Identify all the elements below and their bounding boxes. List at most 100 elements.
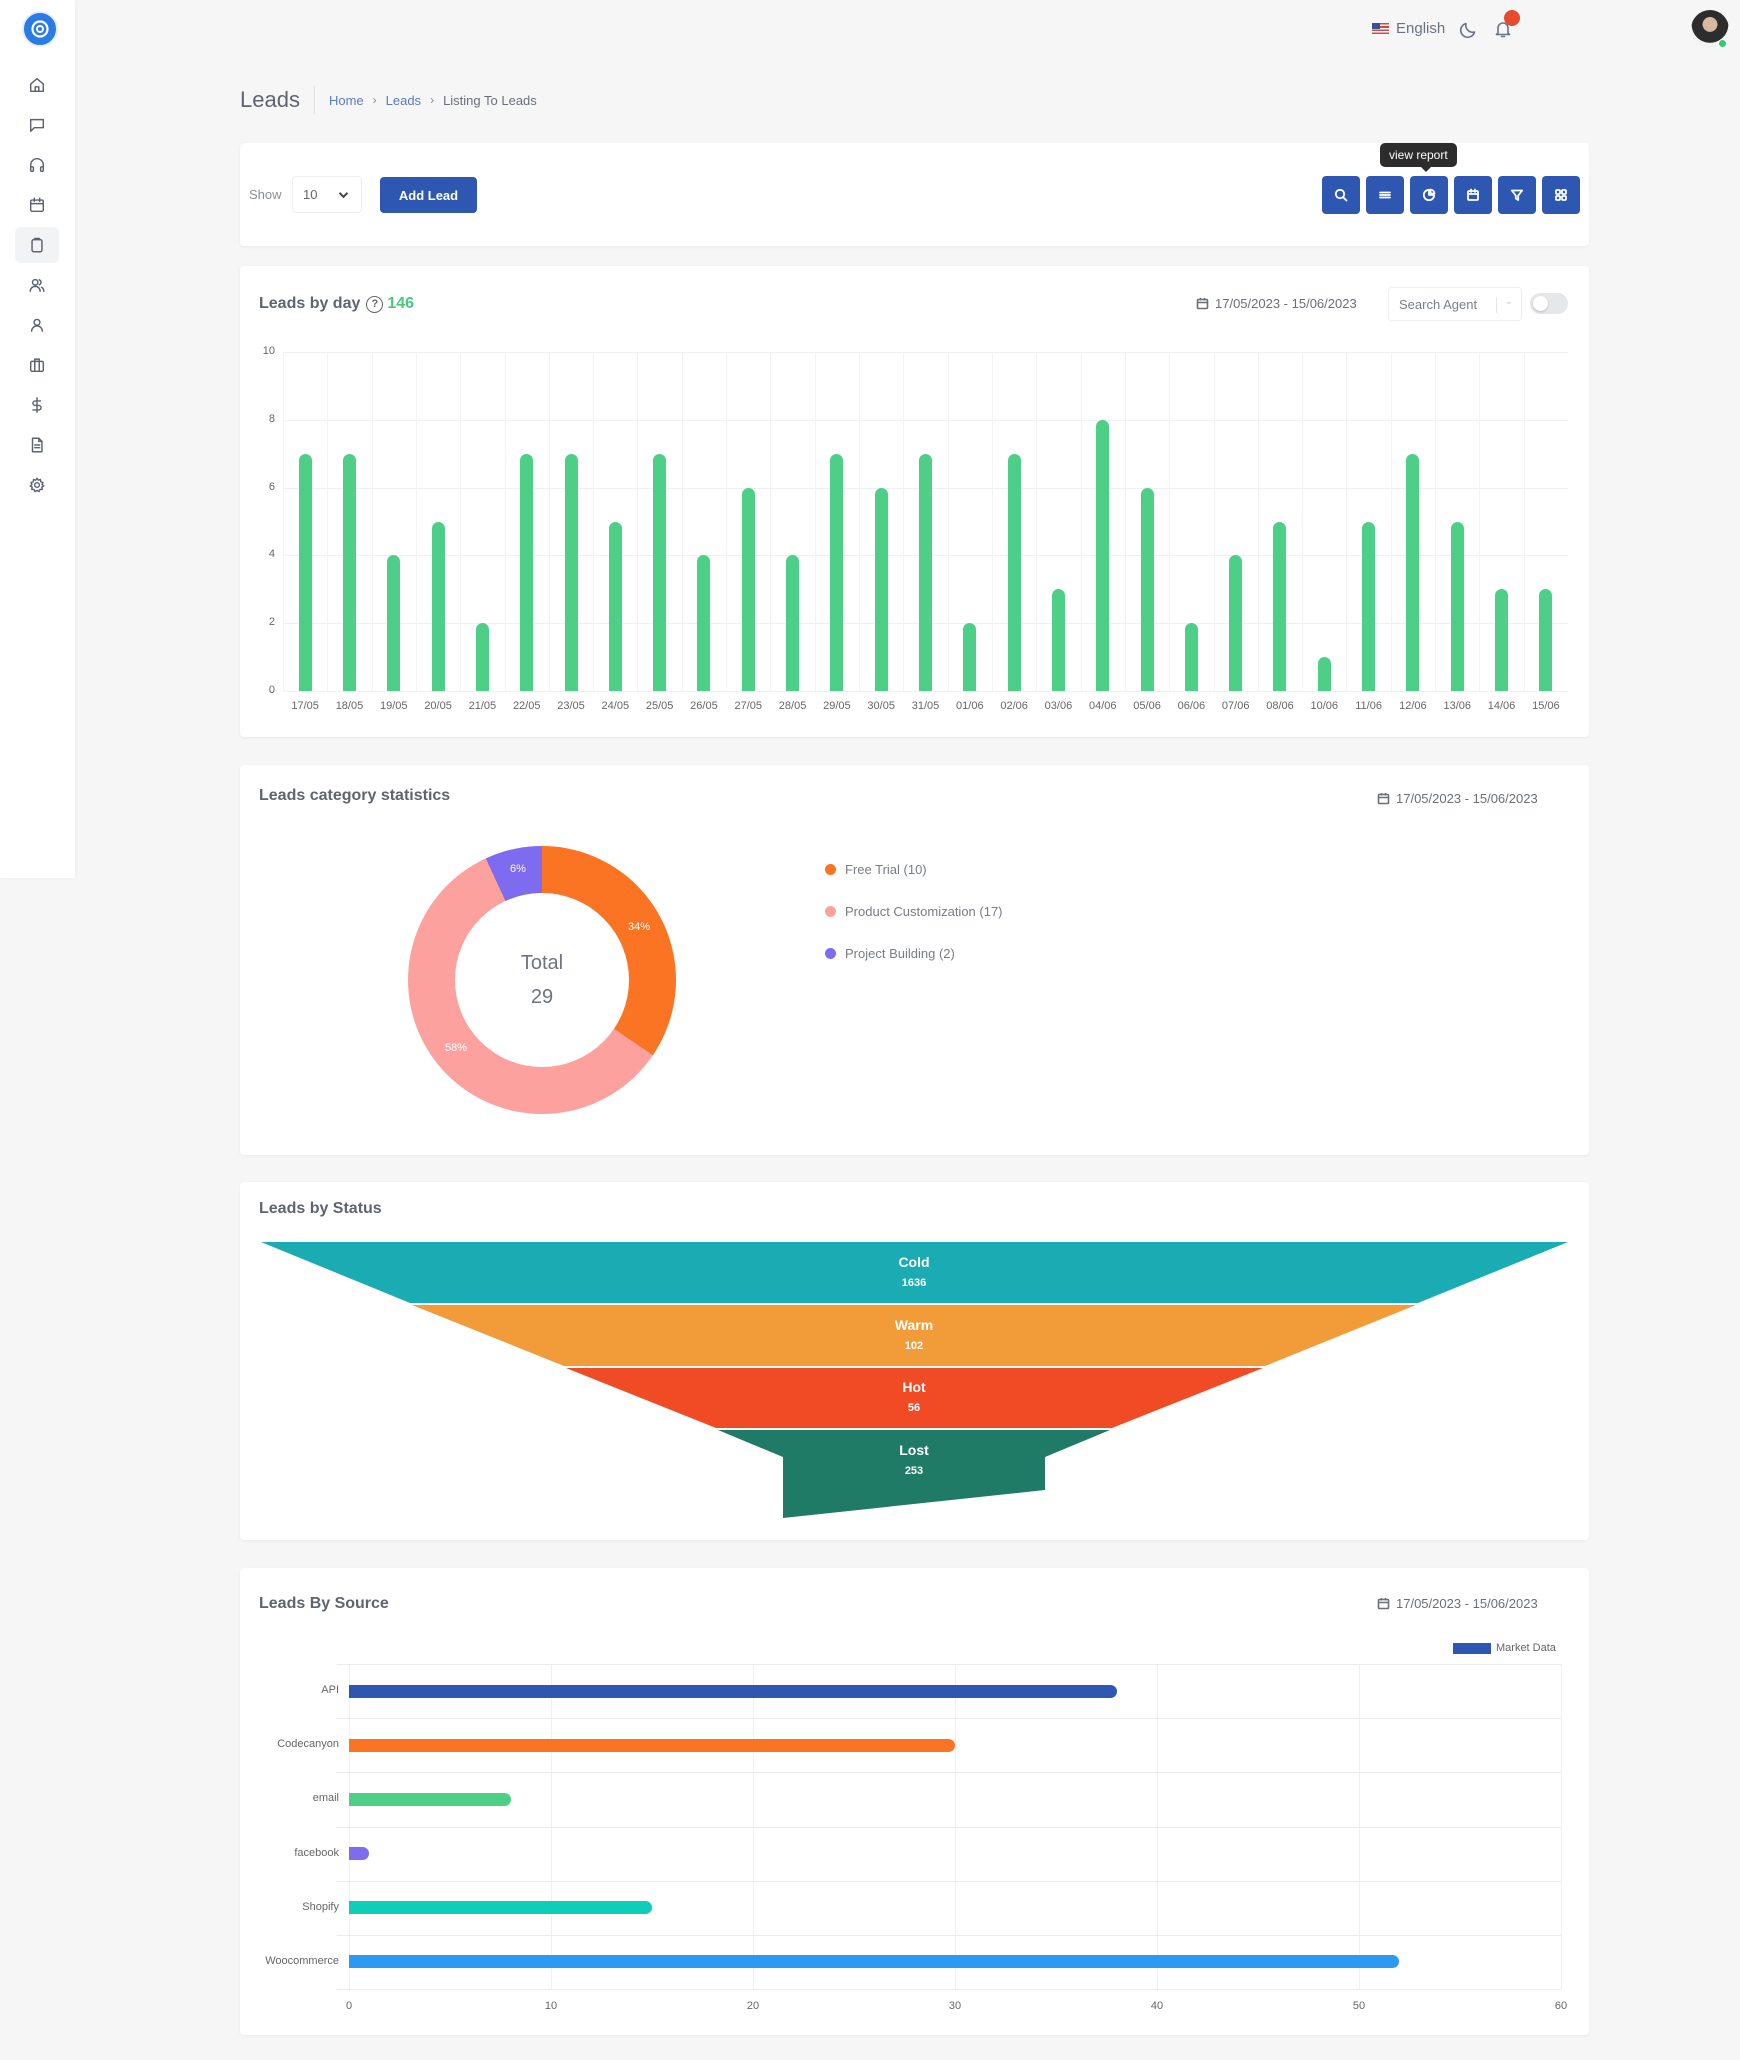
bar-18/05[interactable] [342, 453, 356, 691]
date-range-picker[interactable]: 17/05/2023 - 15/06/2023 [1377, 791, 1538, 806]
bar-20/05[interactable] [431, 521, 445, 691]
bar-06/06[interactable] [1184, 623, 1198, 691]
bar-23/05[interactable] [564, 453, 578, 691]
sidebar-item-projects[interactable] [15, 347, 59, 383]
bar-13/06[interactable] [1450, 521, 1464, 691]
bar-31/05[interactable] [919, 453, 932, 691]
funnel-stage-hot[interactable] [566, 1368, 1263, 1428]
bar-12/06[interactable] [1406, 453, 1420, 691]
bar-column [1036, 352, 1080, 691]
bar-11/06[interactable] [1362, 521, 1376, 691]
product-customization-percent: 58% [445, 1042, 468, 1054]
x-axis-tick: 11/06 [1355, 700, 1382, 712]
funnel-stage-warm[interactable] [412, 1305, 1416, 1366]
sidebar-item-documents[interactable] [15, 427, 59, 463]
bar-shopify[interactable] [349, 1901, 652, 1915]
agent-toggle[interactable] [1530, 293, 1568, 314]
sidebar-item-leads[interactable] [15, 227, 59, 263]
sidebar-item-profile[interactable] [15, 307, 59, 343]
calendar-view-button[interactable] [1454, 176, 1492, 214]
bar-api[interactable] [349, 1684, 1117, 1698]
sidebar [0, 0, 75, 878]
view-report-button[interactable] [1410, 176, 1448, 214]
sidebar-item-chat[interactable] [15, 107, 59, 143]
toolbar-card: Show 10 Add Lead [240, 143, 1589, 246]
x-axis-tick: 04/06 [1088, 700, 1117, 712]
x-axis-tick: 27/05 [734, 700, 763, 712]
funnel-label-lost: Lost 253 [899, 1442, 929, 1477]
bar-22/05[interactable] [520, 453, 534, 691]
x-axis-tick: 14/06 [1487, 700, 1516, 712]
grid-line [337, 1718, 1561, 1720]
sidebar-item-support[interactable] [15, 147, 59, 183]
bar-04/06[interactable] [1096, 419, 1110, 691]
bar-29/05[interactable] [830, 453, 844, 691]
bar-email[interactable] [349, 1792, 511, 1806]
date-range-picker[interactable]: 17/05/2023 - 15/06/2023 [1196, 296, 1357, 311]
bar-30/05[interactable] [874, 487, 888, 691]
x-axis-tick: 24/05 [601, 700, 630, 712]
bar-28/05[interactable] [786, 555, 800, 691]
moon-icon [1459, 22, 1476, 39]
funnel-stage-lost[interactable] [718, 1430, 1110, 1518]
bar-woocommerce[interactable] [349, 1955, 1400, 1969]
filter-button[interactable] [1498, 176, 1536, 214]
help-icon[interactable]: ? [366, 296, 384, 313]
search-button[interactable] [1322, 176, 1360, 214]
bar-17/05[interactable] [298, 453, 312, 691]
y-axis-label: API [321, 1684, 339, 1697]
bar-column [947, 352, 992, 691]
donut-total-value: 29 [530, 986, 554, 1008]
bar-25/05[interactable] [653, 453, 667, 691]
bar-21/05[interactable] [475, 623, 489, 691]
legend-item-free-trial[interactable]: Free Trial (10) [825, 862, 1003, 877]
y-axis-tick: 10 [262, 345, 275, 357]
bar-14/06[interactable] [1495, 589, 1509, 691]
bar-24/05[interactable] [608, 521, 622, 691]
funnel-label-warm: Warm 102 [894, 1317, 934, 1352]
bar-facebook[interactable] [349, 1847, 370, 1861]
add-lead-button[interactable]: Add Lead [380, 177, 477, 213]
bar-08/06[interactable] [1273, 521, 1287, 691]
list-view-button[interactable] [1366, 176, 1404, 214]
pie-chart-icon [1422, 188, 1436, 202]
bar-05/06[interactable] [1140, 487, 1154, 691]
legend-label: Project Building (2) [845, 946, 955, 961]
language-selector[interactable]: English [1372, 20, 1445, 37]
legend-item-project-building[interactable]: Project Building (2) [825, 946, 1003, 961]
search-agent-select[interactable]: Search Agent ⌄ [1388, 287, 1522, 321]
bar-column [1479, 352, 1523, 691]
date-range-picker[interactable]: 17/05/2023 - 15/06/2023 [1377, 1596, 1538, 1611]
bar-column [504, 352, 549, 691]
bar-27/05[interactable] [741, 487, 755, 691]
sidebar-item-calendar[interactable] [15, 187, 59, 223]
sidebar-item-home[interactable] [15, 67, 59, 103]
breadcrumb-leads[interactable]: Leads [385, 92, 422, 108]
leads-by-source-title: Leads By Source [259, 1595, 389, 1612]
bar-07/06[interactable] [1229, 555, 1243, 691]
bar-03/06[interactable] [1051, 589, 1065, 691]
dollar-icon [32, 397, 42, 413]
dark-mode-toggle[interactable] [1459, 19, 1479, 44]
chat-icon [29, 118, 45, 133]
sidebar-item-settings[interactable] [15, 467, 59, 503]
sidebar-item-finance[interactable] [15, 387, 59, 423]
bar-02/06[interactable] [1007, 453, 1021, 691]
sidebar-item-users[interactable] [15, 267, 59, 303]
x-axis-tick: 18/05 [335, 700, 364, 712]
page-size-select[interactable]: 10 [292, 176, 362, 213]
bar-codecanyon[interactable] [349, 1738, 955, 1752]
bar-01/06[interactable] [963, 623, 977, 691]
bar-column [1390, 352, 1435, 691]
legend-item-product-customization[interactable]: Product Customization (17) [825, 904, 1003, 919]
breadcrumb-home[interactable]: Home [328, 92, 364, 108]
app-logo[interactable] [22, 11, 58, 47]
bar-19/05[interactable] [387, 555, 401, 691]
date-range-text: 17/05/2023 - 15/06/2023 [1215, 296, 1357, 311]
grid-view-button[interactable] [1542, 176, 1580, 214]
bar-10/06[interactable] [1317, 657, 1331, 691]
bar-15/06[interactable] [1539, 589, 1553, 691]
bar-26/05[interactable] [697, 555, 711, 691]
source-legend[interactable]: Market Data [1453, 1642, 1556, 1654]
funnel-stage-cold[interactable] [261, 1242, 1568, 1303]
